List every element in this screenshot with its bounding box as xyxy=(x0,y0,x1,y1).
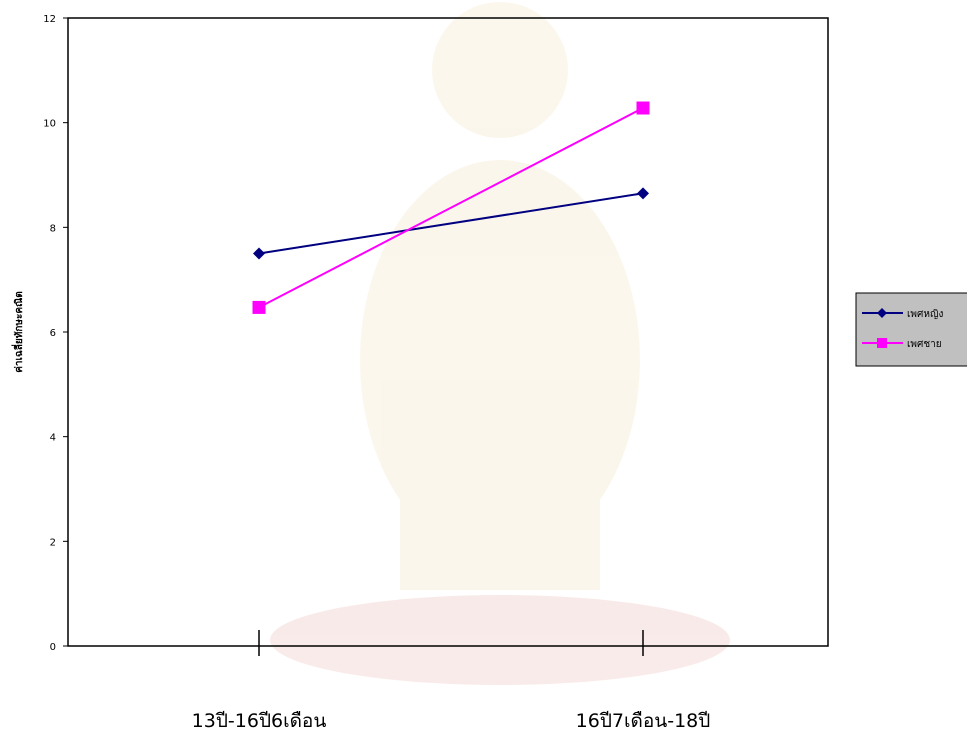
x-axis: 13ปี-16ปี6เดือน 16ปี7เดือน-18ปี xyxy=(192,630,711,732)
y-axis-label: ค่าเฉลี่ยทักษะคณิต xyxy=(11,291,25,373)
y-tick-label: 2 xyxy=(50,537,56,548)
series-line xyxy=(258,192,644,255)
data-point-diamond xyxy=(637,187,649,200)
y-tick-label: 0 xyxy=(50,642,56,653)
legend-label: เพศหญิง xyxy=(907,309,943,320)
y-axis: 0 2 4 6 8 10 12 xyxy=(43,14,68,653)
legend-marker-square xyxy=(877,338,887,348)
watermark-seal xyxy=(270,2,730,685)
x-category-label: 13ปี-16ปี6เดือน xyxy=(192,710,327,732)
y-tick-label: 8 xyxy=(50,223,56,234)
y-tick-label: 10 xyxy=(43,119,56,130)
x-category-label: 16ปี7เดือน-18ปี xyxy=(576,710,711,732)
data-point-square xyxy=(636,101,650,115)
y-tick-label: 4 xyxy=(50,433,56,444)
data-point-square xyxy=(252,300,266,314)
legend-box xyxy=(855,292,967,367)
series-layer xyxy=(252,101,650,314)
legend-marker-diamond xyxy=(877,308,887,318)
legend-label: เพศชาย xyxy=(907,339,942,350)
y-tick-label: 6 xyxy=(50,328,56,339)
y-tick-label: 12 xyxy=(43,14,56,25)
data-point-diamond xyxy=(253,247,265,260)
series-line xyxy=(258,107,644,309)
